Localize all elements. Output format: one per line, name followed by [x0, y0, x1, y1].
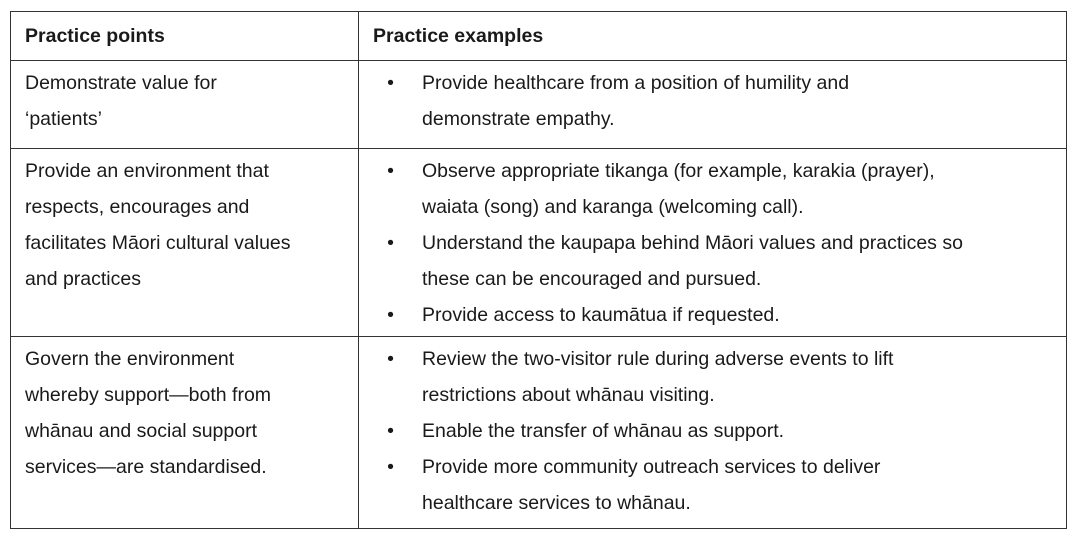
practice-point-cell: Demonstrate value for ‘patients’	[10, 60, 359, 149]
text-line: whereby support—both from	[25, 384, 272, 406]
text-line: facilitates Māori cultural values	[25, 232, 291, 254]
text-line: Understand the kaupapa behind Māori valu…	[422, 232, 963, 254]
header-row: Practice points Practice examples	[10, 11, 1067, 61]
table-row: Govern the environment whereby support—b…	[10, 336, 1067, 529]
text-line: respects, encourages and	[25, 196, 250, 218]
list-item: • Provide more community outreach service…	[359, 449, 1066, 521]
table-row: Provide an environment that respects, en…	[10, 148, 1067, 337]
text-line: services—are standardised.	[25, 456, 267, 478]
practice-table: Practice points Practice examples Demons…	[10, 11, 1067, 529]
list-item: • Review the two-visitor rule during adve…	[359, 341, 1066, 413]
text-line: waiata (song) and karanga (welcoming cal…	[422, 196, 804, 218]
list-item: • Provide access to kaumātua if requested…	[359, 297, 1066, 333]
practice-examples-cell: • Review the two-visitor rule during adve…	[358, 336, 1067, 529]
text-line: Enable the transfer of whānau as support…	[422, 420, 785, 442]
text-line: restrictions about whānau visiting.	[422, 384, 715, 406]
text-line: demonstrate empathy.	[422, 108, 615, 130]
text-line: Provide healthcare from a position of hu…	[422, 72, 850, 94]
practice-point-cell: Provide an environment that respects, en…	[10, 148, 359, 337]
list-item: • Observe appropriate tikanga (for exampl…	[359, 153, 1066, 225]
text-line: Govern the environment	[25, 348, 235, 370]
text-line: whānau and social support	[25, 420, 257, 442]
text-line: and practices	[25, 268, 141, 290]
text-line: Demonstrate value for	[25, 72, 217, 94]
bullet-icon: •	[387, 72, 394, 94]
table-row: Demonstrate value for ‘patients’ • Provid…	[10, 60, 1067, 149]
list-item: • Provide healthcare from a position of h…	[359, 65, 1066, 137]
text-line: Provide an environment that	[25, 160, 269, 182]
text-line: Provide more community outreach services…	[422, 456, 881, 478]
text-line: Observe appropriate tikanga (for example…	[422, 160, 935, 182]
bullet-icon: •	[387, 348, 394, 370]
practice-examples-cell: • Observe appropriate tikanga (for exampl…	[358, 148, 1067, 337]
bullet-icon: •	[387, 232, 394, 254]
bullet-icon: •	[387, 456, 394, 478]
bullet-icon: •	[387, 160, 394, 182]
text-line: Review the two-visitor rule during adver…	[422, 348, 894, 370]
text-line: ‘patients’	[25, 108, 102, 130]
text-line: healthcare services to whānau.	[422, 492, 691, 514]
practice-point-cell: Govern the environment whereby support—b…	[10, 336, 359, 529]
header-practice-examples: Practice examples	[358, 11, 1067, 61]
header-practice-points: Practice points	[10, 11, 359, 61]
bullet-icon: •	[387, 420, 394, 442]
bullet-icon: •	[387, 304, 394, 326]
text-line: Provide access to kaumātua if requested.	[422, 304, 780, 326]
list-item: • Enable the transfer of whānau as suppor…	[359, 413, 1066, 449]
list-item: • Understand the kaupapa behind Māori val…	[359, 225, 1066, 297]
practice-examples-cell: • Provide healthcare from a position of h…	[358, 60, 1067, 149]
text-line: these can be encouraged and pursued.	[422, 268, 762, 290]
